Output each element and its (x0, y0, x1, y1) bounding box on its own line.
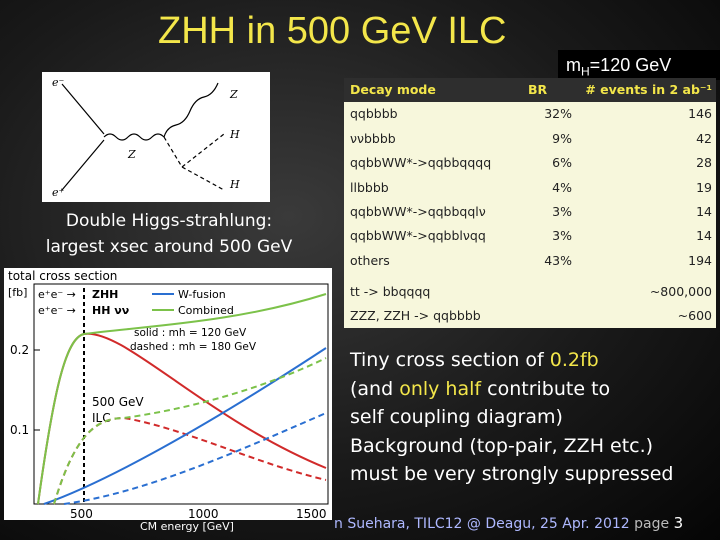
decay-table: Decay mode BR # events in 2 ab⁻¹ qqbbbb 3… (344, 78, 716, 300)
xaxis-label: CM energy [GeV] (140, 520, 234, 533)
footer: n Suehara, TILC12 @ Deagu, 25 Apr. 2012 … (334, 514, 683, 532)
cross-section-plot: total cross section [fb] 0.2 0.1 500 GeV… (4, 268, 332, 521)
double-higgs-description: Double Higgs-strahlung: largest xsec aro… (45, 211, 293, 257)
ytick-0-1: 0.1 (10, 423, 29, 437)
footer-page-number: 3 (673, 514, 684, 532)
ytick-0-2: 0.2 (10, 343, 29, 357)
table-row: ννbbbb 9% 42 (350, 130, 712, 146)
feynman-diagram: e⁻ e⁺ Z Z H H (42, 72, 270, 202)
legend-prefix-1: e⁺e⁻ → (38, 288, 76, 301)
legend-combined: Combined (178, 304, 234, 317)
wfusion-curve-solid (43, 347, 327, 505)
xtick-500: 500 (70, 507, 93, 520)
legend-wfusion: W-fusion (178, 288, 226, 301)
table-row: qqbbWW*->qqbbqqqq 6% 28 (350, 155, 712, 171)
combined-curve-solid (37, 293, 327, 505)
xtick-1000: 1000 (188, 507, 219, 520)
plot-unit: [fb] (8, 286, 27, 299)
table-row: qqbbWW*->qqbbqqlν 3% 14 (350, 203, 712, 219)
footer-page-word: page (634, 516, 670, 532)
z-star-label: Z (127, 148, 136, 161)
combined-curve-dashed (53, 357, 327, 505)
header-events: # events in 2 ab⁻¹ (585, 82, 712, 97)
table-header: Decay mode BR # events in 2 ab⁻¹ (344, 78, 716, 103)
h2-label: H (229, 178, 240, 191)
electron-label: e⁻ (52, 76, 65, 89)
xtick-1500: 1500 (296, 507, 327, 520)
background-table: tt -> bbqqqq ~800,000 ZZZ, ZZH -> qqbbbb ~… (344, 280, 716, 328)
legend-hhvv: HH νν (92, 304, 129, 317)
higgs-mass-label: mH=120 GeV (558, 50, 720, 80)
zhh-curve-solid (37, 332, 327, 505)
table-row: qqbbbb 32% 146 (350, 106, 712, 122)
table-row: ZZZ, ZZH -> qqbbbb ~600 (350, 308, 712, 323)
legend-zhh: ZHH (92, 288, 118, 301)
table-row: others 43% 194 (350, 252, 712, 268)
table-row: tt -> bbqqqq ~800,000 (350, 284, 712, 299)
z-out-label: Z (229, 88, 238, 101)
page-title: ZHH in 500 GeV ILC (158, 10, 507, 52)
wfusion-curve-dashed (63, 412, 327, 505)
table-row: qqbbWW*->qqbblνqq 3% 14 (350, 228, 712, 244)
positron-label: e⁺ (52, 186, 65, 199)
zhh-curve-dashed (53, 416, 327, 505)
table-row: llbbbb 4% 19 (350, 179, 712, 195)
legend-prefix-2: e⁺e⁻ → (38, 304, 76, 317)
header-decay-mode: Decay mode (350, 82, 436, 97)
footer-author: n Suehara, TILC12 @ Deagu, 25 Apr. 2012 (334, 516, 630, 532)
ilc-label-1: 500 GeV (92, 395, 144, 409)
summary-text: Tiny cross section of 0.2fb (and only ha… (350, 349, 674, 485)
annot-dashed: dashed : mh = 180 GeV (130, 341, 257, 353)
plot-title: total cross section (8, 269, 117, 283)
header-br: BR (528, 82, 548, 97)
h1-label: H (229, 128, 240, 141)
annot-solid: solid : mh = 120 GeV (134, 327, 247, 339)
